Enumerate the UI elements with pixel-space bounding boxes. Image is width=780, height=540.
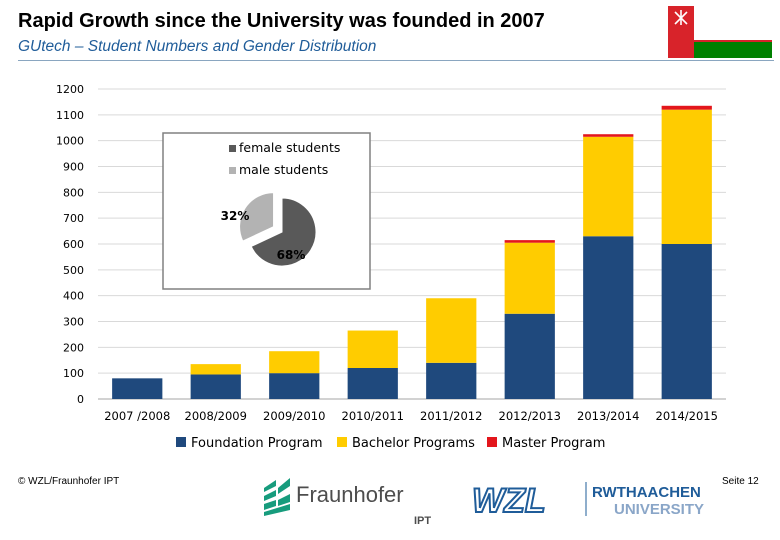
fraunhofer-logo-text: Fraunhofer [296, 482, 404, 507]
bar [190, 364, 241, 375]
legend-label: Foundation Program [191, 436, 323, 451]
bar [347, 368, 398, 399]
bar [661, 109, 712, 245]
bar [347, 330, 398, 368]
y-tick-label: 500 [63, 264, 84, 277]
rwth-logo-line1: RWTHAACHEN [592, 484, 701, 501]
bar [426, 298, 477, 363]
bar [504, 242, 555, 314]
bar [269, 373, 320, 399]
bar [504, 240, 555, 243]
bar [190, 374, 241, 399]
y-tick-label: 300 [63, 316, 84, 329]
y-tick-label: 100 [63, 367, 84, 380]
header-rule [18, 60, 774, 61]
x-tick-label: 2013/2014 [577, 409, 639, 423]
copyright-text: © WZL/Fraunhofer IPT [18, 476, 120, 487]
page-subtitle: GUtech – Student Numbers and Gender Dist… [18, 38, 377, 55]
pie-slice [250, 197, 317, 267]
pie-legend-swatch [229, 167, 236, 174]
y-tick-label: 200 [63, 341, 84, 354]
pie-data-label: 68% [277, 248, 306, 262]
x-tick-label: 2007 /2008 [104, 409, 170, 423]
fraunhofer-logo-sub: IPT [414, 515, 431, 527]
page-title: Rapid Growth since the University was fo… [18, 10, 545, 32]
oman-flag-icon [668, 6, 772, 58]
page-number: Seite 12 [722, 476, 759, 487]
x-tick-label: 2014/2015 [656, 409, 718, 423]
y-tick-label: 800 [63, 186, 84, 199]
bar [504, 313, 555, 399]
wzl-logo-icon: WZL [471, 481, 547, 518]
pie-data-label: 32% [221, 209, 250, 223]
bar [583, 136, 634, 237]
rwth-logo-icon: RWTHAACHEN UNIVERSITY [585, 482, 704, 518]
legend-swatch [337, 437, 347, 447]
y-tick-label: 700 [63, 212, 84, 225]
legend-label: Bachelor Programs [352, 436, 475, 451]
y-tick-label: 1200 [56, 83, 84, 96]
fraunhofer-logo-icon: Fraunhofer IPT [264, 478, 431, 527]
y-tick-label: 0 [77, 393, 84, 406]
legend-layer: Foundation Program Bachelor Programs Maste… [176, 436, 605, 451]
wzl-logo-text: WZL [472, 482, 546, 518]
legend-label: Master Program [502, 436, 605, 451]
ticks-layer: 0 100 200 300 400 500 600 700 800 900 1000 1100 1200… [56, 83, 718, 423]
bar [583, 134, 634, 137]
x-tick-label: 2009/2010 [263, 409, 325, 423]
legend-swatch [176, 437, 186, 447]
y-tick-label: 1100 [56, 109, 84, 122]
bar [661, 244, 712, 399]
y-tick-label: 900 [63, 161, 84, 174]
pie-legend-label: female students [239, 140, 340, 155]
pie-inset: female students male students 68% 32% [162, 132, 371, 290]
x-tick-label: 2008/2009 [185, 409, 247, 423]
y-tick-label: 1000 [56, 135, 84, 148]
bar [583, 236, 634, 399]
pie-legend-label: male students [239, 162, 328, 177]
bar [112, 378, 163, 399]
pie-legend-swatch [229, 145, 236, 152]
chart: 0 100 200 300 400 500 600 700 800 900 1000 1100 1200… [56, 83, 726, 451]
bars-layer [112, 105, 712, 399]
y-tick-label: 400 [63, 290, 84, 303]
x-tick-label: 2010/2011 [342, 409, 404, 423]
y-tick-label: 600 [63, 238, 84, 251]
rwth-logo-line2: UNIVERSITY [614, 501, 704, 518]
legend-swatch [487, 437, 497, 447]
bar [661, 105, 712, 110]
bar [426, 362, 477, 399]
pie-slice [239, 192, 275, 242]
x-tick-label: 2012/2013 [499, 409, 561, 423]
bar [269, 351, 320, 374]
x-tick-label: 2011/2012 [420, 409, 482, 423]
